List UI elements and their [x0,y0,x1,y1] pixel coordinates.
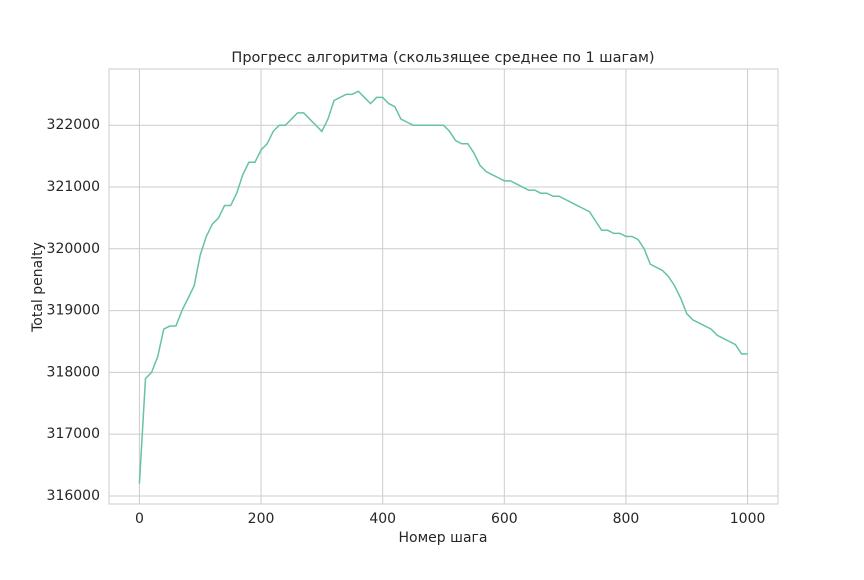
x-tick-label: 0 [135,511,144,527]
plot-frame [108,68,779,505]
x-tick-label: 200 [248,511,275,527]
x-axis-label: Номер шага [399,530,488,546]
y-tick-label: 319000 [47,303,100,319]
x-tick-label: 1000 [730,511,766,527]
x-tick-label: 400 [369,511,396,527]
data-line [138,90,748,484]
y-tick-label: 318000 [47,364,100,380]
y-tick-label: 321000 [47,179,100,195]
x-tick-label: 600 [491,511,518,527]
y-tick-label: 322000 [47,117,100,133]
y-tick-label: 317000 [47,426,100,442]
y-tick-label: 320000 [47,241,100,257]
chart-title: Прогресс алгоритма (скользящее среднее п… [231,50,654,66]
y-axis-label: Total penalty [30,242,46,333]
x-tick-label: 800 [613,511,640,527]
y-tick-label: 316000 [47,488,100,504]
